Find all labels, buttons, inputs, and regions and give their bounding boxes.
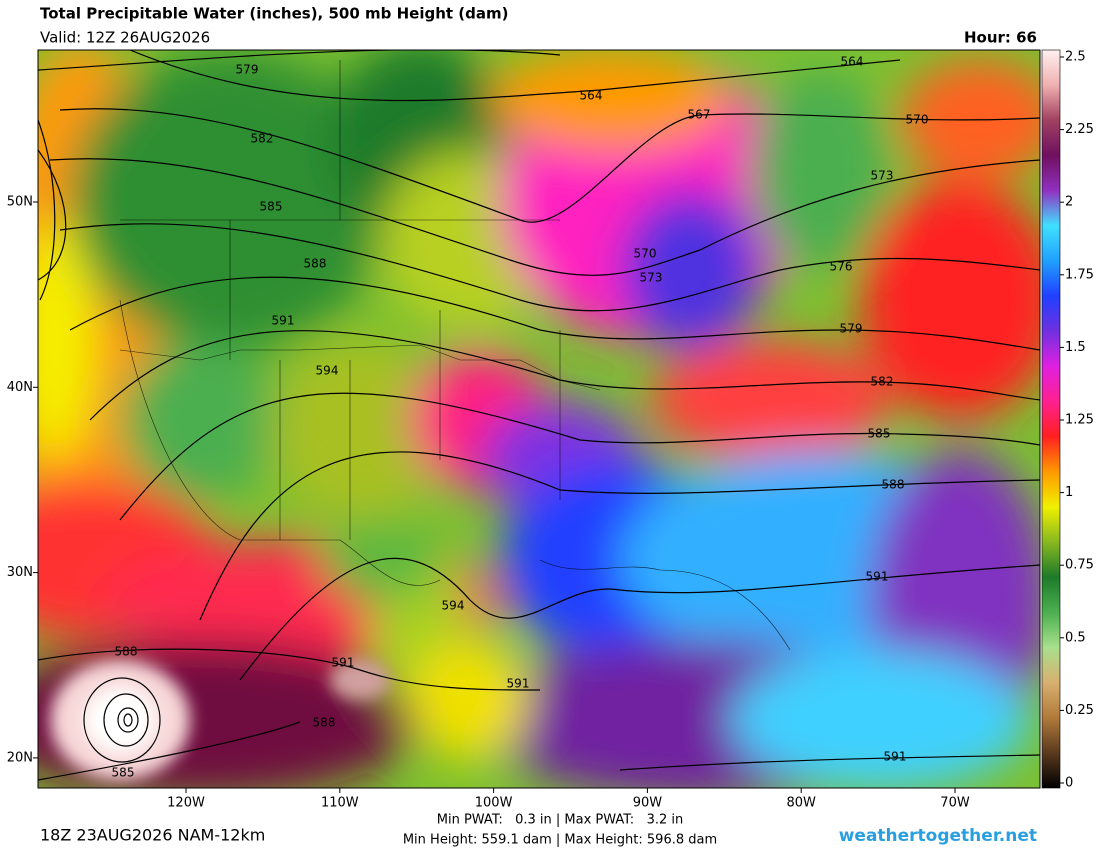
colorbar-tick-label: 1.25 (1065, 413, 1094, 428)
contour-label: 564 (841, 55, 864, 69)
lon-label: 70W (940, 796, 970, 811)
lon-label: 100W (475, 796, 513, 811)
contour-label: 591 (332, 656, 355, 670)
colorbar-scale (1041, 49, 1061, 789)
lat-label: 40N (7, 380, 33, 395)
contour-label: 570 (634, 247, 657, 261)
map-field: 579 564 564 567 570 582 573 585 570 576 588 573 591 5… (38, 50, 1040, 788)
contour-label: 585 (868, 427, 891, 441)
contour-label: 582 (871, 375, 894, 389)
lon-label: 90W (633, 796, 663, 811)
contour-label: 588 (882, 478, 905, 492)
contour-label: 591 (866, 570, 889, 584)
map-frame (37, 49, 1041, 789)
contour-label: 588 (313, 716, 336, 730)
colorbar-tick-label: 2 (1065, 195, 1073, 210)
contour-label: 564 (580, 89, 603, 103)
contour-label: 594 (316, 364, 339, 378)
contour-label: 567 (688, 108, 711, 122)
forecast-hour: Hour: 66 (964, 29, 1037, 47)
contour-label: 588 (304, 257, 327, 271)
contour-label: 573 (871, 169, 894, 183)
contour-label: 585 (112, 766, 135, 780)
contour-label: 588 (115, 645, 138, 659)
colorbar-tick-label: 1 (1065, 485, 1073, 500)
contour-label: 591 (272, 314, 295, 328)
contour-label: 576 (830, 260, 853, 274)
colorbar-tick-label: 0.75 (1065, 558, 1094, 573)
contour-label: 570 (906, 113, 929, 127)
pwat-stats: Min PWAT: 0.3 in | Max PWAT: 3.2 in (437, 813, 683, 828)
contour-label: 591 (884, 750, 907, 764)
lon-label: 120W (167, 796, 205, 811)
lat-label: 20N (7, 750, 33, 765)
colorbar-tick-label: 0.5 (1065, 630, 1086, 645)
colorbar-tick-label: 1.75 (1065, 267, 1094, 282)
colorbar-tick-label: 0.25 (1065, 703, 1094, 718)
title: Total Precipitable Water (inches), 500 m… (40, 5, 508, 23)
contour-labels: 579 564 564 567 570 582 573 585 570 576 588 573 591 5… (112, 55, 929, 780)
colorbar-tick-label: 2.5 (1065, 50, 1086, 65)
contour-label: 579 (236, 63, 259, 77)
lat-label: 30N (7, 565, 33, 580)
lon-label: 110W (321, 796, 359, 811)
lon-label: 80W (786, 796, 816, 811)
model-run: 18Z 23AUG2026 NAM-12km (40, 826, 265, 845)
height-stats: Min Height: 559.1 dam | Max Height: 596.… (403, 833, 717, 848)
site-credit: weathertogether.net (839, 826, 1037, 846)
colorbar-tick-label: 0 (1065, 776, 1073, 791)
colorbar-tick-label: 2.25 (1065, 122, 1094, 137)
contour-label: 582 (251, 132, 274, 146)
contour-label: 594 (442, 599, 465, 613)
lat-labels: 50N 40N 30N 20N (7, 195, 38, 765)
contour-label: 585 (260, 200, 283, 214)
contour-label: 573 (640, 271, 663, 285)
lat-label: 50N (7, 195, 33, 210)
lon-labels: 120W 110W 100W 90W 80W 70W (167, 788, 970, 811)
contour-label: 579 (840, 322, 863, 336)
contour-label: 591 (507, 677, 530, 691)
valid-time: Valid: 12Z 26AUG2026 (40, 29, 210, 47)
colorbar: 0 0.25 0.5 0.75 1 1.25 1.5 1.75 2 2.25 2.5 (1041, 49, 1094, 791)
colorbar-tick-label: 1.5 (1065, 340, 1086, 355)
